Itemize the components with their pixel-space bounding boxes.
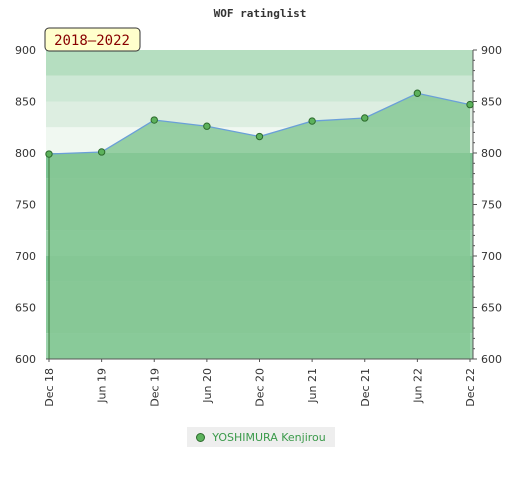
data-point	[150, 116, 158, 124]
data-point	[308, 117, 316, 125]
y-tick-label-left: 900	[15, 44, 36, 57]
x-tick-label: Dec 20	[254, 368, 267, 407]
data-markers	[45, 89, 474, 158]
x-axis-ticks: Dec 18 Jun 19 Dec 19 Jun 20 Dec 20 Jun 21 Dec …	[43, 359, 477, 407]
y-tick-label-left: 700	[15, 250, 36, 263]
y-tick-label-right: 700	[481, 250, 502, 263]
data-point	[45, 150, 53, 158]
y-axis-left-ticks: 600 650 700 750 800 850 900	[15, 44, 36, 366]
legend: YOSHIMURA Kenjirou	[187, 427, 335, 447]
x-tick-label: Dec 21	[359, 368, 372, 407]
data-point	[413, 89, 422, 97]
y-tick-label-right: 750	[481, 199, 502, 212]
y-tick-label-right: 800	[481, 147, 502, 160]
period-badge-text: 2018–2022	[54, 33, 130, 49]
data-point	[466, 100, 474, 109]
y-tick-label-left: 600	[15, 353, 36, 366]
data-point	[361, 114, 369, 122]
data-point	[255, 132, 264, 141]
x-tick-label: Jun 22	[411, 368, 424, 404]
x-tick-label: Jun 19	[96, 368, 109, 404]
x-tick-label: Dec 22	[464, 368, 477, 407]
series-area	[49, 93, 470, 359]
background-band	[46, 75, 473, 102]
period-badge: 2018–2022	[44, 27, 141, 52]
chart-title: WOF ratinglist	[214, 7, 307, 20]
y-axis-right-ticks: 600 650 700 750 800 850 900	[481, 44, 502, 366]
background-band	[46, 50, 473, 76]
y-tick-label-left: 850	[15, 96, 36, 109]
legend-series-name: YOSHIMURA Kenjirou	[212, 430, 326, 444]
legend-marker-icon	[196, 432, 206, 442]
x-tick-label: Jun 21	[306, 368, 319, 404]
data-point	[97, 148, 106, 156]
x-tick-label: Dec 19	[148, 368, 161, 407]
data-point	[203, 122, 211, 130]
y-tick-label-right: 850	[481, 96, 502, 109]
y-tick-label-left: 750	[15, 199, 36, 212]
y-tick-label-left: 650	[15, 302, 36, 315]
y-tick-label-right: 650	[481, 302, 502, 315]
y-tick-label-right: 600	[481, 353, 502, 366]
x-tick-label: Jun 20	[201, 368, 214, 404]
y-tick-label-right: 900	[481, 44, 502, 57]
y-tick-label-left: 800	[15, 147, 36, 160]
x-tick-label: Dec 18	[43, 368, 56, 407]
